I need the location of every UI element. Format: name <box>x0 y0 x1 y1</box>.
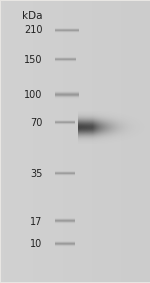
Text: 10: 10 <box>30 239 42 249</box>
Text: kDa: kDa <box>22 10 42 21</box>
Text: 35: 35 <box>30 169 42 179</box>
Text: 17: 17 <box>30 217 42 227</box>
Text: 210: 210 <box>24 25 42 35</box>
Text: 100: 100 <box>24 90 42 100</box>
Text: 150: 150 <box>24 55 42 65</box>
Text: 70: 70 <box>30 118 42 128</box>
